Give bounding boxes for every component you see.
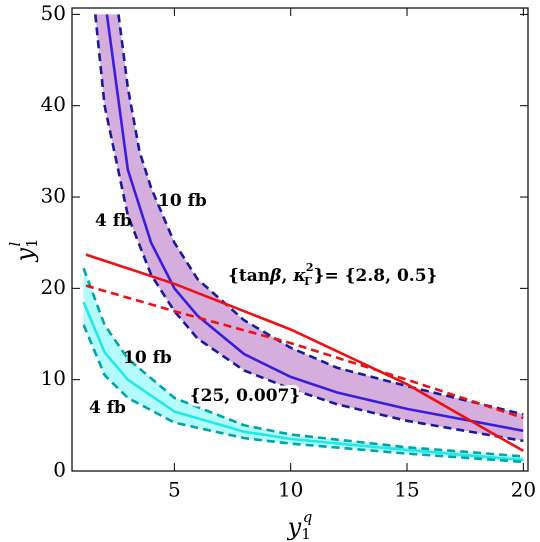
band-center-line (82, 301, 524, 462)
band-fill (95, 14, 524, 441)
band-center-line (105, 14, 524, 433)
frame (71, 7, 529, 472)
overlay: 5 10 15 20 0 10 20 30 40 50 10 fb 4 fb {tanβ, κΓ2}= … (6, 1, 536, 542)
line (85, 253, 524, 453)
axis-label-base: y (11, 248, 39, 263)
x-tick-label: 20 (511, 478, 536, 502)
annotation-part: 2 (306, 261, 314, 274)
line (85, 284, 524, 420)
annotation-part: 4 fb (89, 398, 126, 418)
x-tick-label: 15 (394, 478, 419, 502)
y-tick-label: 10 (41, 366, 66, 390)
axis-label-sup: q (303, 508, 313, 526)
annotation: 4 fb (89, 398, 126, 418)
y-tick-label: 30 (41, 184, 66, 208)
axis-label-base: y (287, 513, 302, 541)
annotation-part: Γ (304, 275, 312, 288)
y-tick-label: 20 (41, 275, 66, 299)
annotation-part: , (281, 266, 293, 286)
axis-label-sup: l (6, 241, 24, 246)
y-tick-label: 50 (41, 1, 66, 25)
y-tick-label: 40 (41, 92, 66, 116)
band-lower-line (82, 324, 524, 464)
annotation: 10 fb (123, 348, 172, 368)
axis-label-sub: 1 (23, 238, 41, 248)
annotation: {tanβ, κΓ2}= {2.8, 0.5} (228, 261, 437, 288)
plot-area (82, 14, 524, 464)
y-axis-label: y1l (6, 238, 41, 262)
annotation-part: β (269, 266, 281, 286)
annotation-part: 4 fb (95, 211, 132, 231)
annotation-part: κ (292, 266, 306, 286)
annotation-part: 10 fb (158, 191, 207, 211)
band-fill (83, 268, 524, 462)
annotation: 10 fb (158, 191, 207, 211)
x-axis-label: y1q (287, 508, 313, 542)
annotation-part: }= {2.8, 0.5} (314, 266, 438, 286)
axis-label-sub: 1 (301, 525, 311, 542)
x-tick-label: 10 (278, 478, 303, 502)
annotation-part: {25, 0.007} (190, 386, 301, 406)
annotation: 4 fb (95, 211, 132, 231)
band-upper-line (117, 14, 524, 416)
annotation-part: 10 fb (123, 348, 172, 368)
y-axis-label-text: y1l (6, 238, 41, 262)
band-upper-line (82, 267, 524, 458)
x-tick-label: 5 (168, 478, 181, 502)
annotation: {25, 0.007} (190, 386, 301, 406)
band-lower-line (94, 14, 524, 443)
y-tick-label: 0 (53, 458, 66, 482)
annotation-part: {tan (228, 266, 270, 286)
x-axis-label-text: y1q (287, 508, 313, 542)
